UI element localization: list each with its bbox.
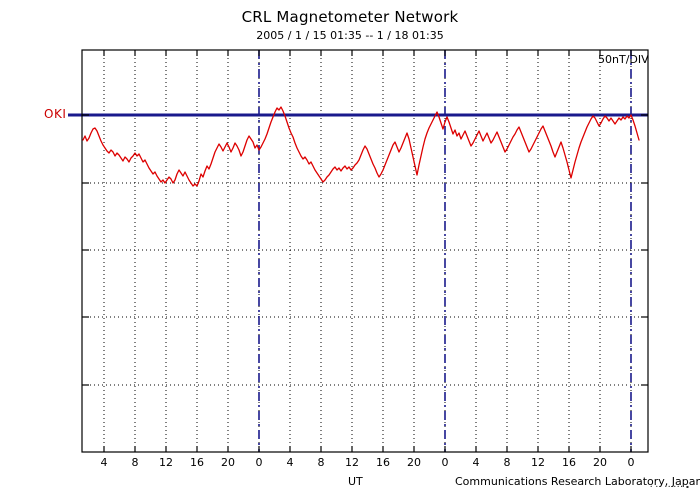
page-title: CRL Magnetometer Network [241, 8, 459, 26]
page-subtitle: 2005 / 1 / 15 01:35 -- 1 / 18 01:35 [256, 29, 444, 42]
x-tick-label: 4 [472, 456, 480, 469]
x-tick-label: 8 [317, 456, 325, 469]
plot-frame [81, 49, 649, 453]
x-tick-label: 8 [503, 456, 511, 469]
credit-text: Communications Research Laboratory, Japa… [455, 475, 700, 488]
x-tick-label: 12 [531, 456, 545, 469]
x-tick-label: 16 [190, 456, 204, 469]
x-tick-label: 0 [255, 456, 263, 469]
station-label: OKI [44, 107, 67, 121]
data-trace [82, 106, 640, 187]
x-tick-label: 0 [627, 456, 635, 469]
x-tick-label: 4 [286, 456, 294, 469]
x-tick-label: 12 [159, 456, 173, 469]
x-tick-label: 20 [593, 456, 607, 469]
x-tick-label: 0 [441, 456, 449, 469]
x-tick-label: 8 [131, 456, 139, 469]
x-axis-tick-labels: 4 8 12 16 20 0 4 8 12 16 20 0 4 8 12 16 20 0 [0, 456, 700, 472]
scale-label: 50nT/DIV [598, 53, 649, 66]
x-tick-label: 20 [221, 456, 235, 469]
x-tick-label: 16 [376, 456, 390, 469]
gridlines [82, 50, 648, 452]
axis-ticks [82, 50, 648, 452]
x-axis-label: UT [348, 475, 363, 488]
x-tick-label: 20 [407, 456, 421, 469]
x-tick-label: 4 [100, 456, 108, 469]
x-tick-label: 12 [345, 456, 359, 469]
x-tick-label: 16 [562, 456, 576, 469]
credit-artifact-text: • •• •• ••• ▪ [650, 484, 690, 489]
